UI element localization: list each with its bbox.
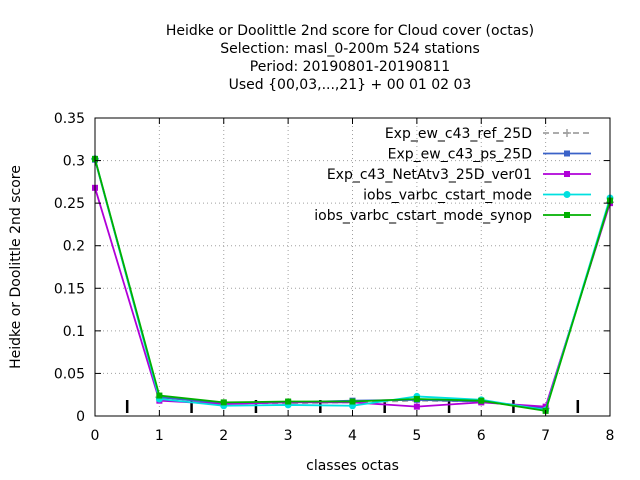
y-tick-label: 0.25 [54, 196, 85, 212]
legend-label: Exp_ew_c43_ref_25D [385, 126, 532, 142]
y-axis-label: Heidke or Doolittle 2nd score [8, 165, 24, 369]
y-tick-label: 0.35 [54, 111, 85, 127]
y-tick-label: 0.2 [63, 239, 85, 255]
legend-label: iobs_varbc_cstart_mode [363, 188, 532, 204]
data-point [156, 392, 163, 399]
y-tick-label: 0.05 [54, 366, 85, 382]
title-line-4: Used {00,03,...,21} + 00 01 02 03 [229, 77, 472, 93]
data-point [413, 395, 420, 402]
legend-marker [564, 150, 570, 157]
series-line [94, 158, 611, 412]
title-line-2: Selection: masl_0-200m 524 stations [220, 41, 480, 57]
data-point [478, 397, 485, 404]
x-tick-label: 1 [155, 428, 164, 444]
title-line-1: Heidke or Doolittle 2nd score for Cloud … [166, 23, 534, 39]
legend-label: Exp_c43_NetAtv3_25D_ver01 [327, 167, 532, 183]
data-point [413, 403, 420, 410]
x-tick-label: 4 [348, 428, 357, 444]
chart-title: Heidke or Doolittle 2nd score for Cloud … [166, 23, 534, 93]
series-line [94, 159, 611, 410]
data-point [349, 398, 356, 405]
x-tick-label: 3 [284, 428, 293, 444]
series-line [94, 158, 611, 412]
legend-label: iobs_varbc_cstart_mode_synop [314, 208, 532, 224]
tick-labels: 0 0.05 0.1 0.15 0.2 0.25 0.3 0.35 0 1 2 3 4 5 6 7 8 [54, 111, 615, 444]
legend-marker [564, 171, 570, 177]
x-tick-label: 0 [91, 428, 100, 444]
y-tick-label: 0 [76, 409, 85, 425]
legend-entry-1: Exp_ew_c43_ref_25D [385, 126, 591, 142]
axis-ticks [94, 117, 611, 417]
x-tick-label: 8 [606, 428, 615, 444]
x-tick-label: 6 [477, 428, 486, 444]
x-tick-label: 5 [412, 428, 421, 444]
y-tick-label: 0.1 [63, 324, 85, 340]
legend-entry-2: Exp_ew_c43_ps_25D [388, 147, 591, 163]
legend: Exp_ew_c43_ref_25D Exp_ew_c43_ps_25D Exp_c… [314, 126, 591, 224]
y-tick-label: 0.15 [54, 281, 85, 297]
legend-marker [563, 129, 571, 137]
legend-entry-5: iobs_varbc_cstart_mode_synop [314, 208, 591, 224]
data-point [285, 398, 292, 405]
legend-entry-3: Exp_c43_NetAtv3_25D_ver01 [327, 167, 591, 183]
legend-label: Exp_ew_c43_ps_25D [388, 147, 532, 163]
legend-entry-4: iobs_varbc_cstart_mode [363, 188, 591, 204]
legend-marker [563, 191, 571, 198]
grid-lines [95, 118, 610, 416]
x-tick-label: 7 [541, 428, 550, 444]
x-axis-label: classes octas [306, 458, 399, 474]
title-line-3: Period: 20190801-20190811 [250, 59, 450, 75]
x-tick-label: 2 [219, 428, 228, 444]
series-group [91, 154, 614, 414]
y-tick-label: 0.3 [63, 154, 85, 170]
data-point [220, 399, 227, 406]
legend-marker [564, 212, 570, 218]
